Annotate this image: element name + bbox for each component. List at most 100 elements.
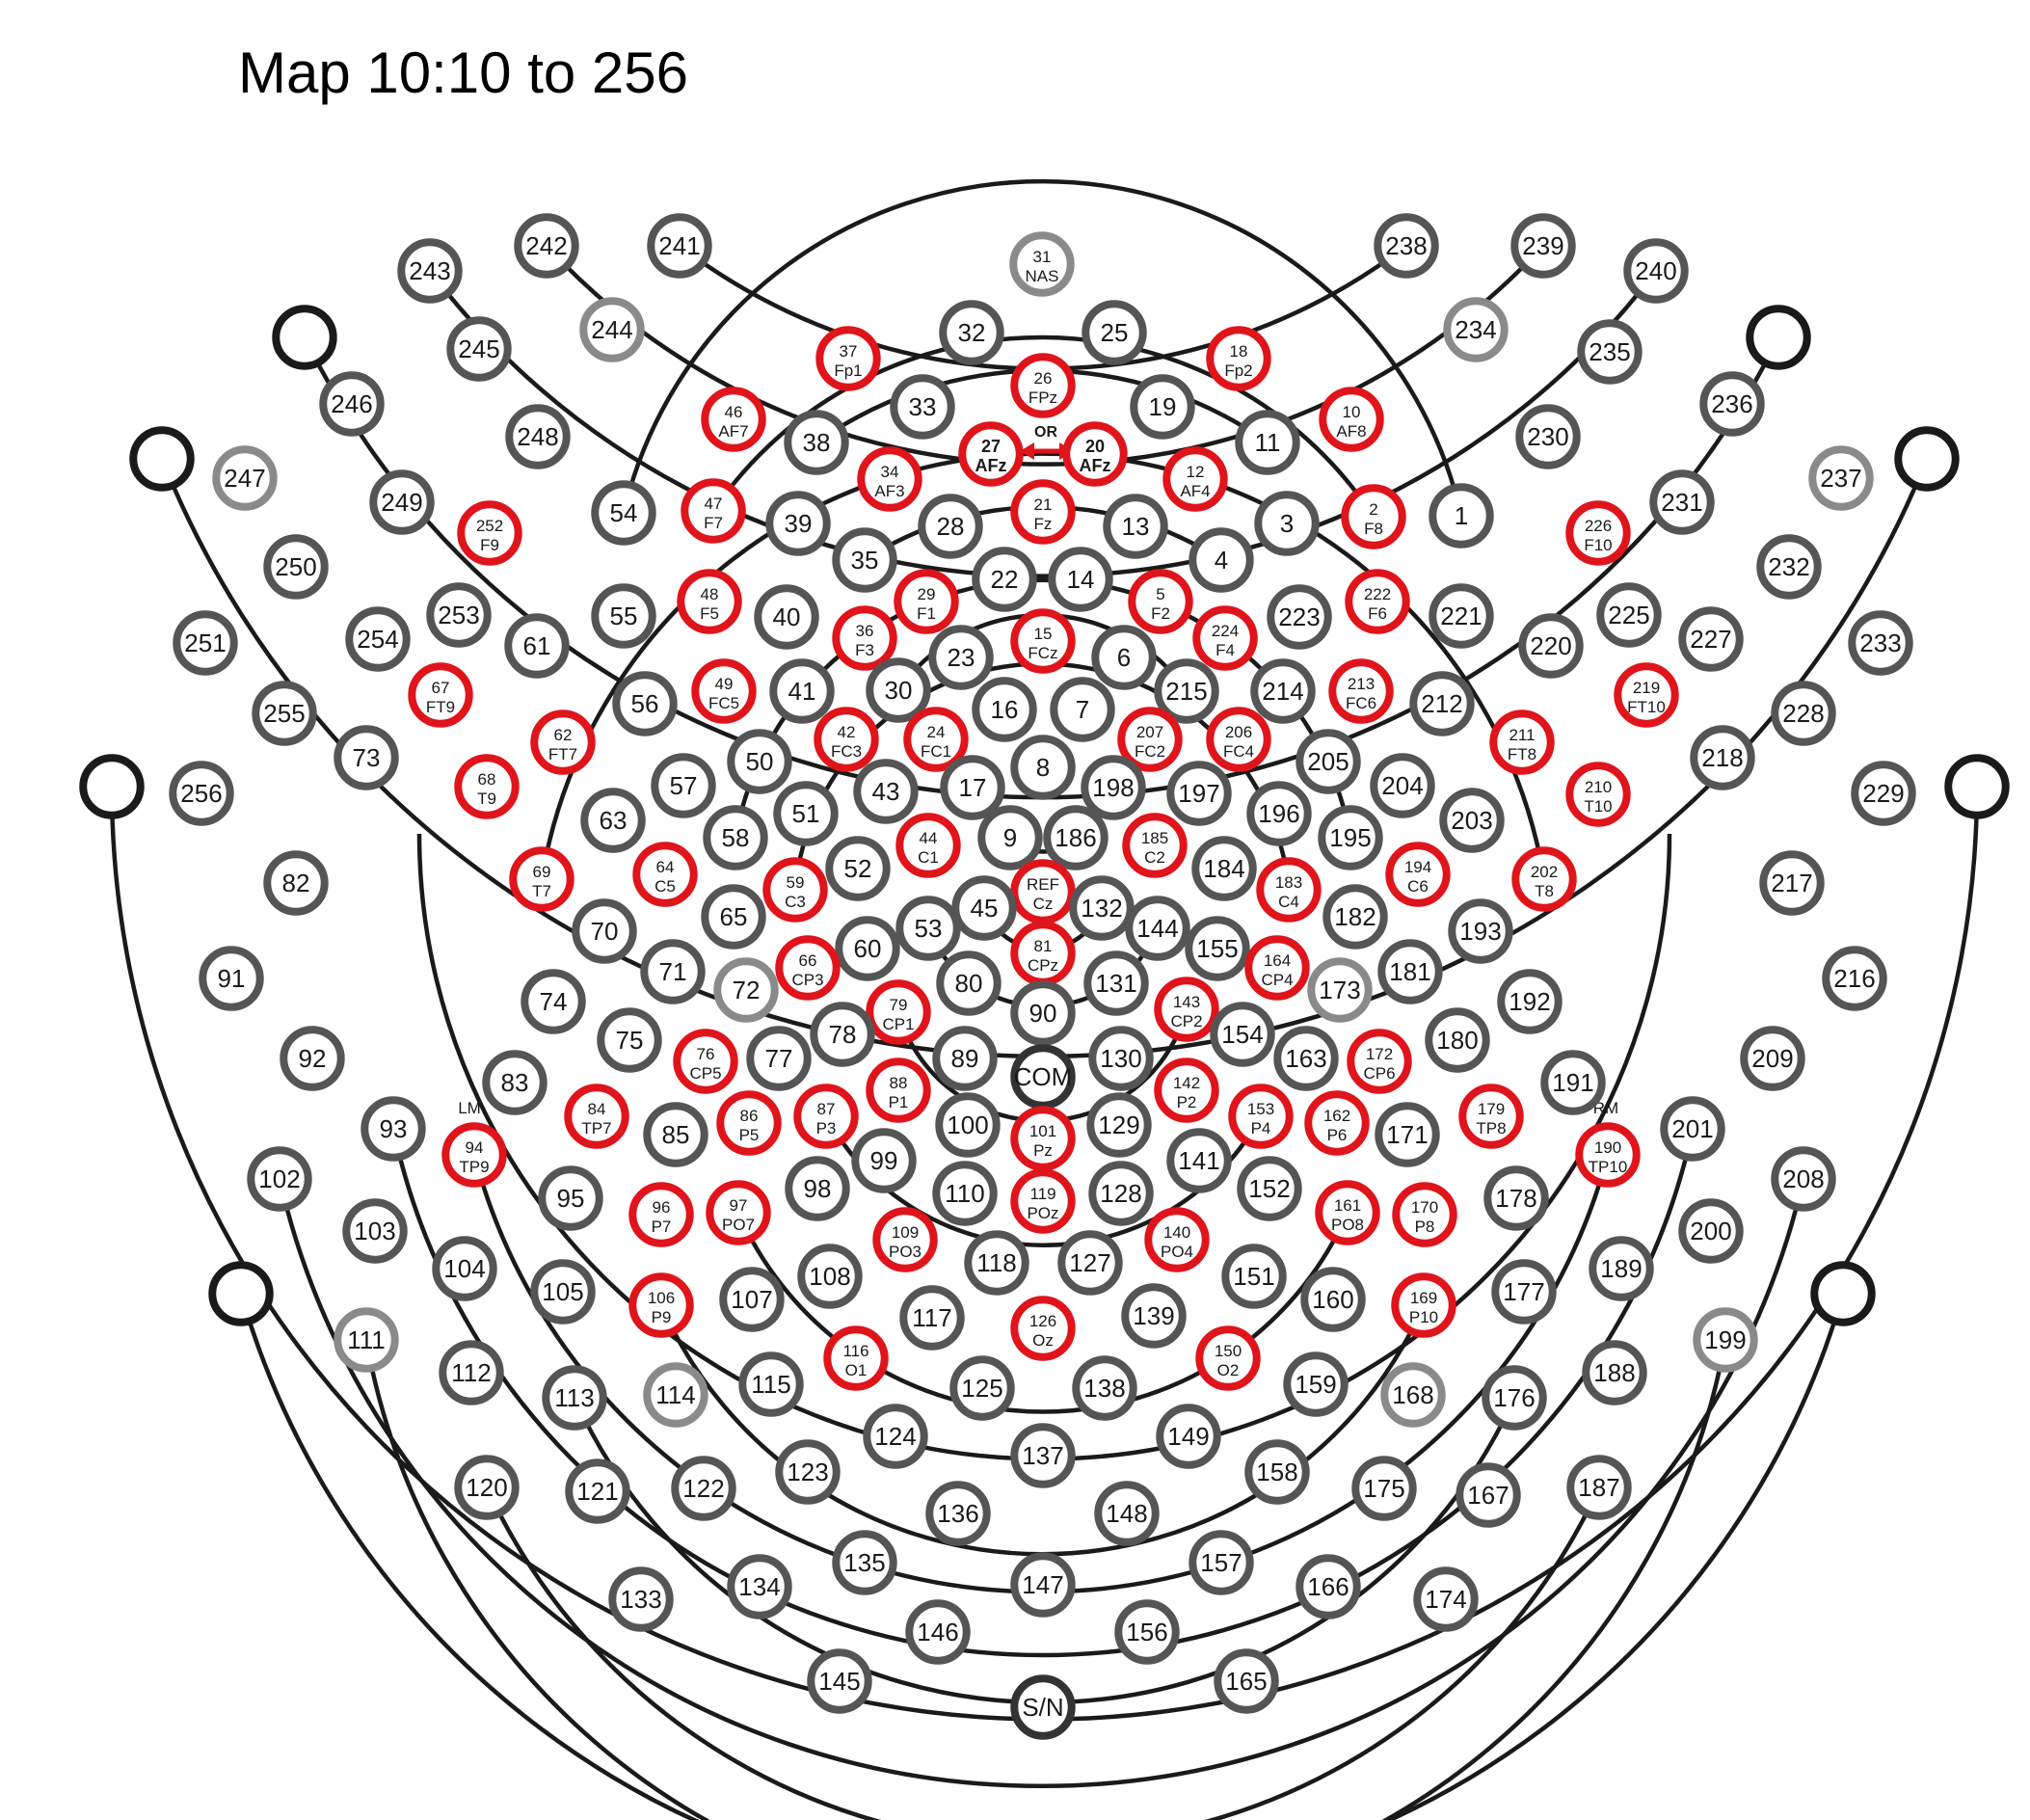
electrode-number: 62 xyxy=(554,726,573,744)
electrode-number: 59 xyxy=(787,873,805,892)
electrode-number: 225 xyxy=(1608,601,1649,629)
electrode-number: 97 xyxy=(730,1196,748,1215)
electrode-73 xyxy=(334,725,399,790)
electrode-194 xyxy=(1385,842,1451,907)
electrode-number: 30 xyxy=(885,676,913,705)
electrode-number: 199 xyxy=(1704,1325,1746,1354)
electrode-1010-label: P1 xyxy=(889,1093,909,1111)
electrode-number: 117 xyxy=(912,1303,951,1332)
electrode-number: 17 xyxy=(959,773,987,802)
electrode-number: 175 xyxy=(1363,1474,1404,1503)
electrode-105 xyxy=(530,1259,596,1325)
electrode-1010-label: Fp2 xyxy=(1224,361,1252,380)
electrode-150 xyxy=(1195,1325,1261,1391)
electrode-1010-label: Cz xyxy=(1033,895,1054,913)
electrode-1010-label: POz xyxy=(1027,1204,1058,1222)
electrode-number: 159 xyxy=(1295,1370,1336,1399)
electrode-228 xyxy=(1771,681,1836,746)
electrode-82 xyxy=(263,850,329,916)
electrode-number: 243 xyxy=(409,256,450,285)
empty-electrode-site xyxy=(129,426,195,492)
electrode-223 xyxy=(1267,584,1332,650)
wire-arc xyxy=(238,1293,1846,1820)
electrode-168 xyxy=(1380,1362,1446,1428)
electrode-number: 70 xyxy=(591,917,619,946)
electrode-173 xyxy=(1307,957,1373,1023)
electrode-number: 54 xyxy=(610,498,638,527)
electrode-number: 60 xyxy=(854,934,882,963)
electrode-162 xyxy=(1304,1090,1370,1156)
electrode-number: 65 xyxy=(720,902,748,931)
electrode-number: 203 xyxy=(1451,806,1492,835)
electrode-42 xyxy=(814,707,879,772)
electrode-1010-label: P7 xyxy=(652,1218,672,1236)
electrode-59 xyxy=(762,857,828,923)
electrode-164 xyxy=(1244,935,1310,1001)
electrode-number: 7 xyxy=(1076,695,1089,724)
electrode-89 xyxy=(932,1026,998,1091)
electrode-1010-label: F8 xyxy=(1364,520,1383,538)
electrode-number: 246 xyxy=(331,389,372,418)
electrode-number: 13 xyxy=(1122,512,1150,541)
electrode-18 xyxy=(1206,326,1271,391)
electrode-126 xyxy=(1010,1296,1076,1361)
electrode-number: 109 xyxy=(892,1223,919,1242)
electrode-number: 186 xyxy=(1055,823,1096,852)
electrode-222 xyxy=(1345,569,1410,634)
electrode-number: 234 xyxy=(1455,315,1496,344)
electrode-number: 108 xyxy=(809,1262,850,1291)
electrode-130 xyxy=(1088,1026,1154,1091)
electrode-75 xyxy=(597,1007,662,1073)
electrode-number: 71 xyxy=(659,957,687,986)
electrode-s-n xyxy=(1010,1674,1076,1740)
electrode-99 xyxy=(851,1128,917,1193)
electrode-111 xyxy=(334,1307,399,1373)
electrode-155 xyxy=(1185,916,1250,981)
electrode-152 xyxy=(1237,1156,1302,1221)
electrode-182 xyxy=(1322,884,1388,950)
electrode-29 xyxy=(894,569,959,634)
electrode-number: 18 xyxy=(1230,342,1248,361)
electrode-number: 12 xyxy=(1187,463,1205,481)
electrode-number: 208 xyxy=(1782,1164,1824,1193)
electrode-52 xyxy=(825,836,891,901)
electrode-209 xyxy=(1740,1026,1805,1091)
electrode-249 xyxy=(369,469,435,535)
electrode-number: 251 xyxy=(184,629,226,657)
electrode-number: 39 xyxy=(785,509,813,538)
electrode-number: 41 xyxy=(788,677,816,706)
electrode-number: 144 xyxy=(1136,914,1178,943)
electrode-1010-label: AF4 xyxy=(1180,482,1210,500)
electrode-1010-label: F3 xyxy=(855,641,874,659)
electrode-137 xyxy=(1010,1423,1076,1488)
electrode-11 xyxy=(1235,410,1300,475)
electrode-number: 227 xyxy=(1690,625,1731,654)
electrode-43 xyxy=(853,759,919,824)
electrode-206 xyxy=(1206,707,1271,772)
electrode-70 xyxy=(572,898,637,964)
electrode-number: 205 xyxy=(1307,747,1349,776)
electrode-number: 143 xyxy=(1173,993,1200,1011)
electrode-1010-label: F10 xyxy=(1584,536,1612,554)
electrode-71 xyxy=(640,939,706,1004)
electrode-number: 250 xyxy=(275,552,316,581)
electrode-122 xyxy=(671,1456,736,1521)
electrode-number: 212 xyxy=(1421,689,1462,718)
electrode-number: 189 xyxy=(1600,1254,1642,1283)
electrode-number: 95 xyxy=(557,1184,585,1213)
electrode-number: 23 xyxy=(948,643,975,672)
electrode-number: 101 xyxy=(1029,1122,1056,1140)
electrode-200 xyxy=(1678,1198,1744,1264)
electrode-9 xyxy=(977,805,1043,870)
electrode-number: 155 xyxy=(1196,934,1238,963)
electrode-number: 238 xyxy=(1385,231,1427,260)
electrode-156 xyxy=(1114,1599,1180,1665)
electrode-188 xyxy=(1582,1340,1647,1405)
electrode-116 xyxy=(823,1325,889,1391)
electrode-17 xyxy=(940,755,1005,820)
electrode-number: 78 xyxy=(829,1020,857,1049)
electrode-number: 209 xyxy=(1751,1044,1793,1073)
electrode-number: 138 xyxy=(1083,1374,1125,1403)
electrode-number: 106 xyxy=(648,1289,675,1307)
electrode-48 xyxy=(677,569,742,634)
